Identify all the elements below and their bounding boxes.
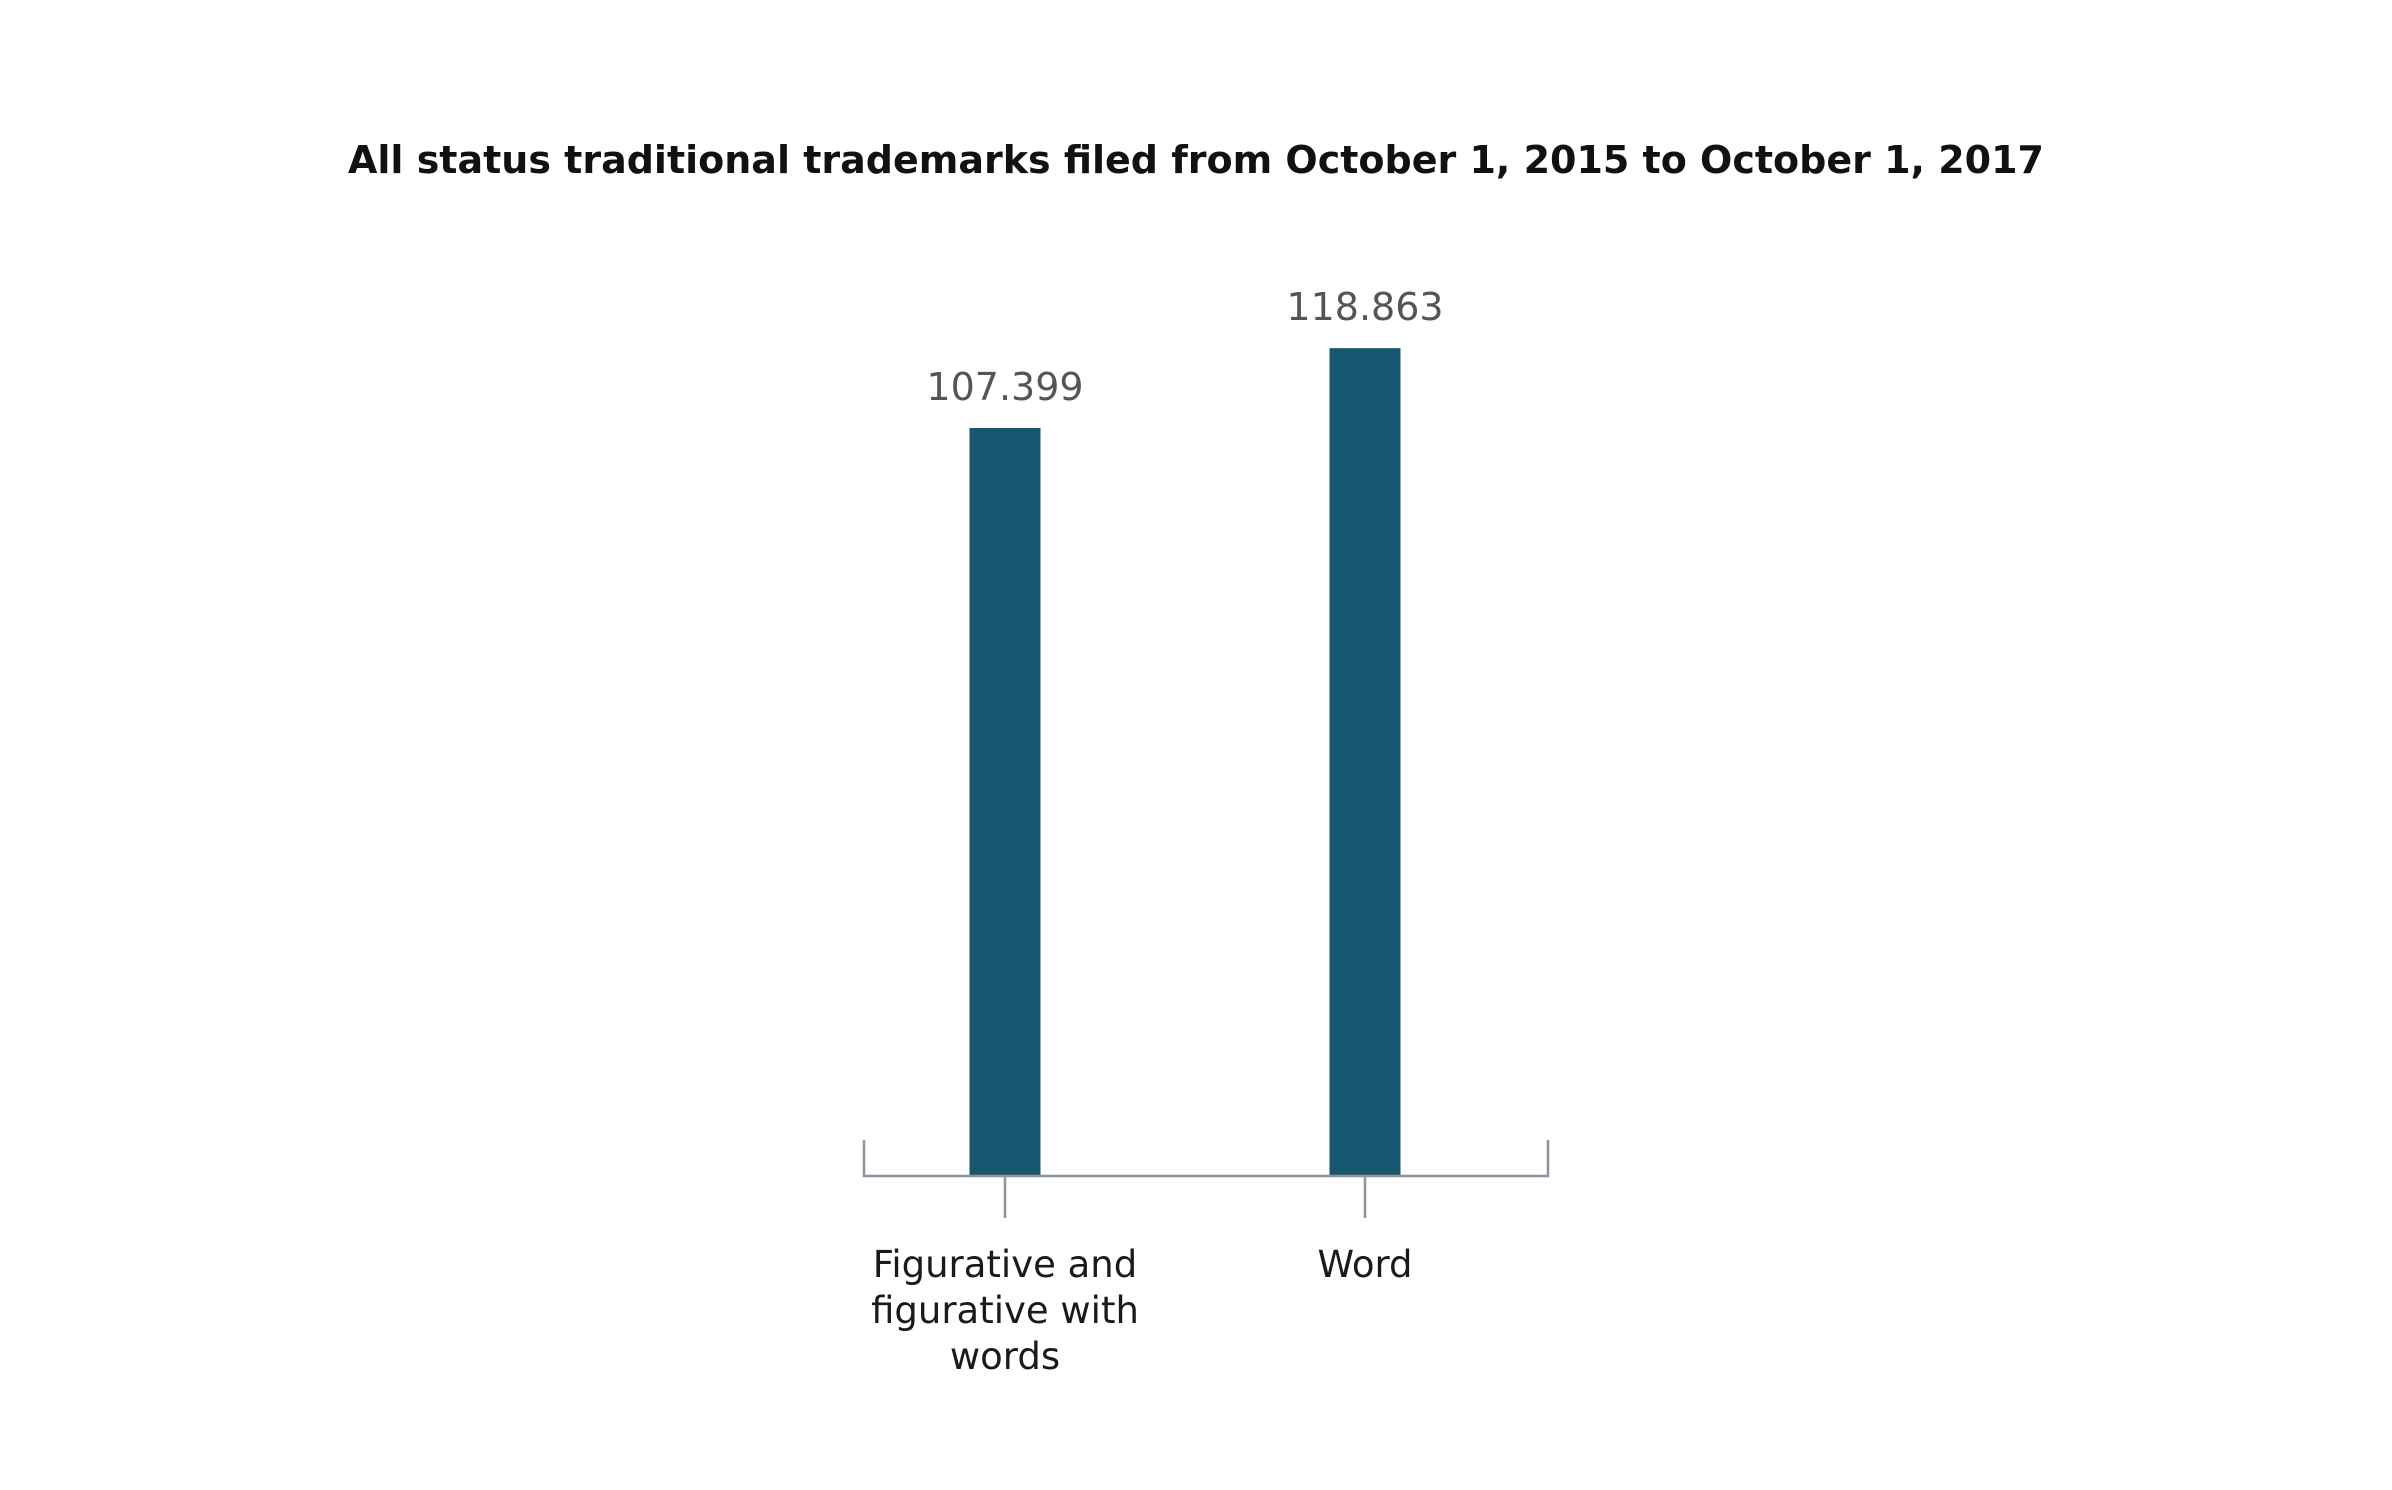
- x-tick-label-1: Word: [1317, 1243, 1412, 1286]
- data-label-0: 107.399: [926, 365, 1083, 409]
- x-tick-label-line: words: [950, 1335, 1060, 1378]
- chart-title: All status traditional trademarks filed …: [348, 138, 2044, 182]
- bar-0: [969, 428, 1041, 1176]
- x-tick-label-line: Word: [1317, 1243, 1412, 1286]
- x-tick-label-line: figurative with: [871, 1289, 1139, 1332]
- x-tick-label-0: Figurative and figurative with words: [871, 1243, 1139, 1378]
- x-axis-line: [862, 1140, 1550, 1178]
- bar-1: [1329, 348, 1401, 1176]
- data-label-1: 118.863: [1286, 285, 1443, 329]
- x-tick-label-line: Figurative and: [873, 1243, 1138, 1286]
